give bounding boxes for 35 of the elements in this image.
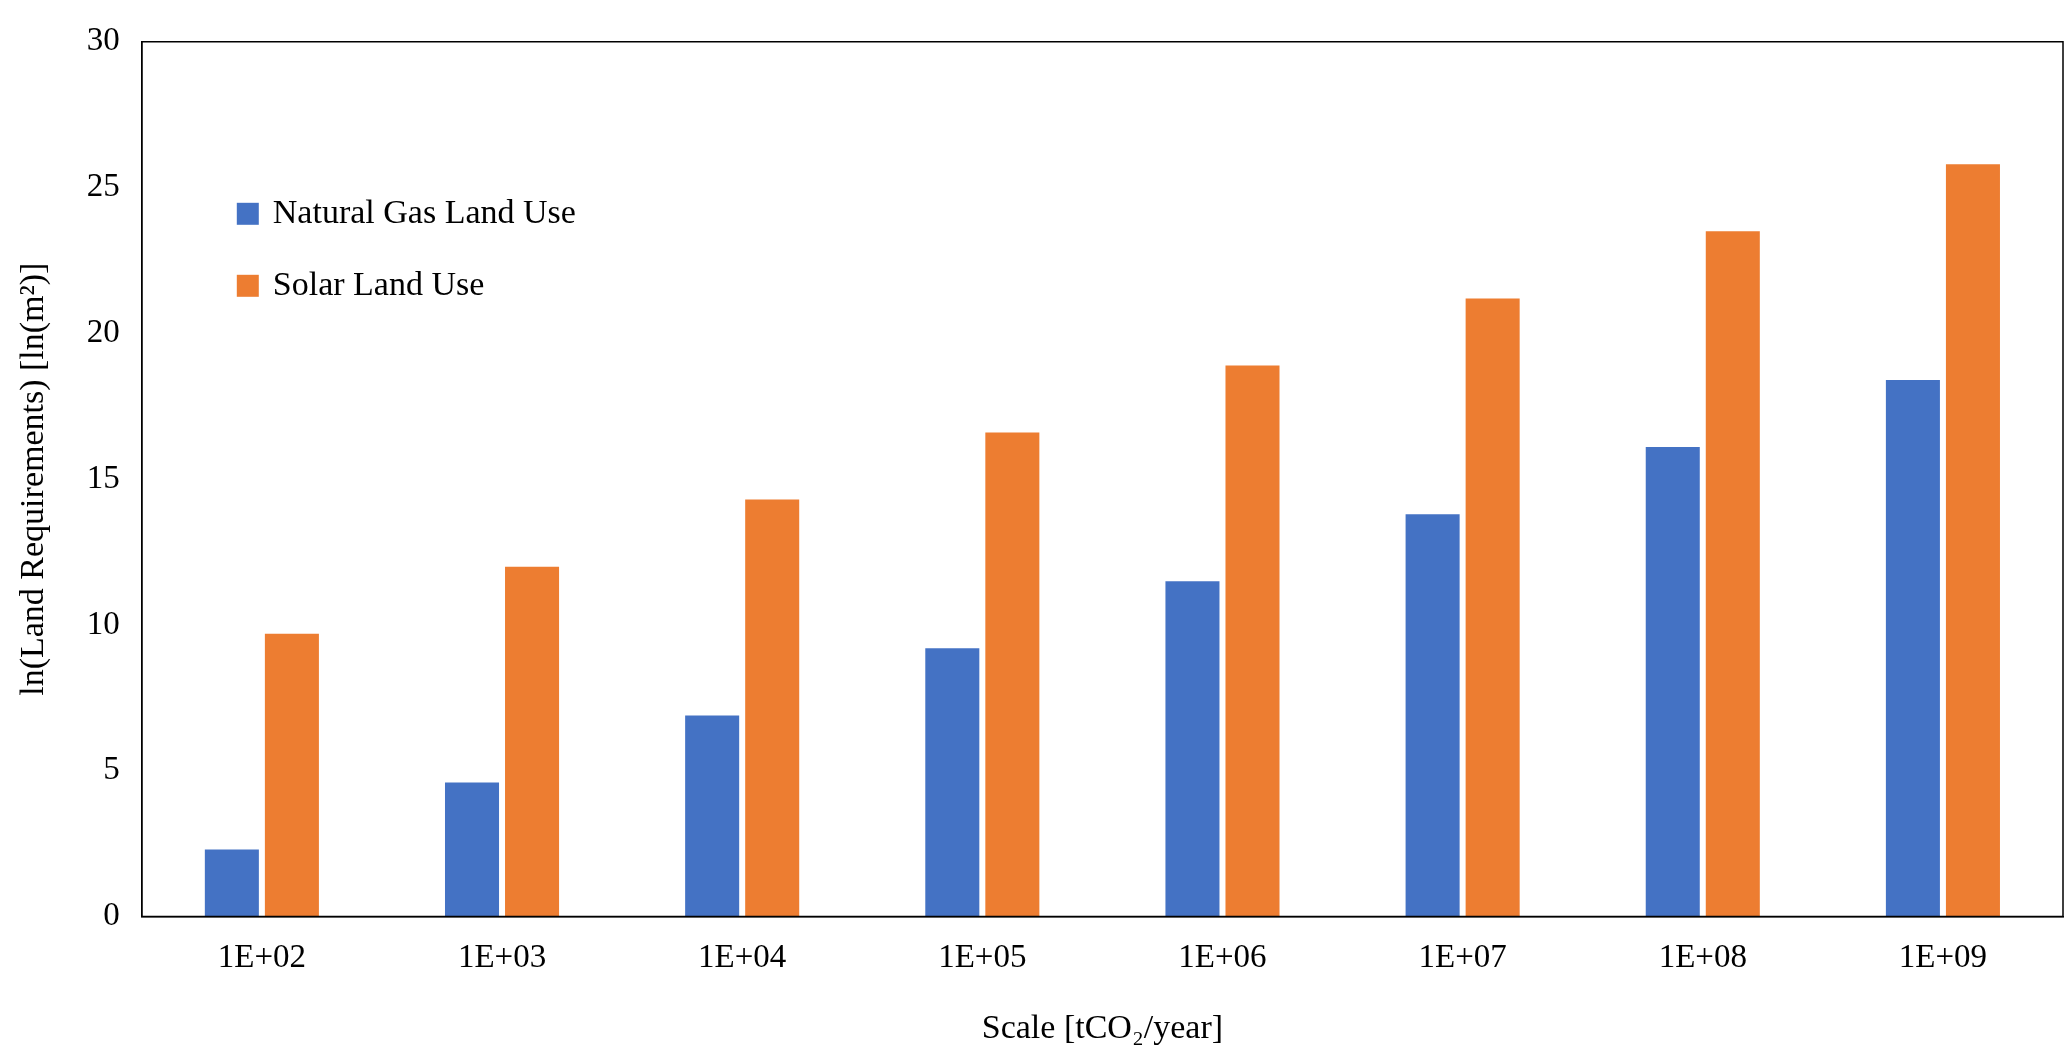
bar bbox=[505, 566, 560, 917]
legend-label: Natural Gas Land Use bbox=[272, 192, 576, 230]
x-tick-label: 1E+05 bbox=[938, 938, 1027, 975]
y-axis-title: ln(Land Requirements) [ln(m²)] bbox=[13, 262, 52, 696]
bar bbox=[1465, 298, 1520, 917]
y-tick-label: 20 bbox=[86, 313, 120, 350]
x-tick-label: 1E+08 bbox=[1658, 938, 1747, 975]
bar bbox=[1405, 514, 1460, 917]
y-tick-label: 0 bbox=[103, 896, 120, 933]
legend-label: Solar Land Use bbox=[272, 264, 485, 302]
bar bbox=[1885, 380, 1940, 917]
bar bbox=[1945, 164, 2000, 917]
bar bbox=[444, 782, 500, 917]
bar bbox=[204, 849, 259, 917]
bar bbox=[1645, 447, 1700, 917]
bar bbox=[1705, 231, 1760, 917]
bar bbox=[685, 715, 740, 917]
y-tick-label: 25 bbox=[86, 167, 120, 204]
bar bbox=[264, 633, 319, 917]
bar bbox=[745, 499, 800, 917]
y-tick-label: 30 bbox=[86, 21, 120, 58]
x-tick-label: 1E+02 bbox=[217, 938, 307, 975]
x-tick-label: 1E+04 bbox=[698, 938, 787, 975]
x-tick-label: 1E+09 bbox=[1898, 938, 1988, 975]
x-tick-label: 1E+06 bbox=[1178, 938, 1267, 975]
bar bbox=[925, 648, 980, 917]
y-tick-label: 10 bbox=[86, 604, 120, 641]
x-axis-title: Scale [tCO₂/year] bbox=[981, 1007, 1224, 1045]
bar bbox=[1225, 365, 1280, 917]
y-tick-label: 15 bbox=[86, 458, 120, 495]
bar bbox=[985, 432, 1040, 917]
x-tick-label: 1E+03 bbox=[457, 938, 547, 975]
x-tick-label: 1E+07 bbox=[1418, 938, 1507, 975]
bar bbox=[1165, 581, 1220, 917]
y-tick-label: 5 bbox=[103, 750, 120, 787]
